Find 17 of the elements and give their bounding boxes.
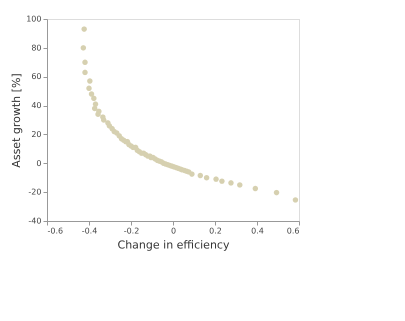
x-tick-label: -0.6 [48,226,64,236]
x-tick-label: -0.4 [82,226,98,236]
x-tick-label: 0 [170,226,176,236]
y-tick-label: 80 [31,43,42,52]
y-tick-label: 0 [36,158,42,168]
y-tick-label: 100 [26,14,42,24]
y-tick-label: 40 [31,101,42,110]
y-axis-title: Asset growth [%] [10,73,24,168]
x-tick-label: 0.2 [209,226,222,236]
x-tick-label: 0.4 [251,226,264,236]
y-tick-label: 20 [31,130,42,139]
x-axis-title: Change in efficiency [118,238,230,252]
y-tick-label: -20 [28,188,42,197]
y-tick-label: -40 [28,216,42,226]
x-tick-label: -0.2 [124,226,140,236]
x-tick-label: 0.6 [286,226,300,236]
y-tick-label: 60 [31,72,42,82]
